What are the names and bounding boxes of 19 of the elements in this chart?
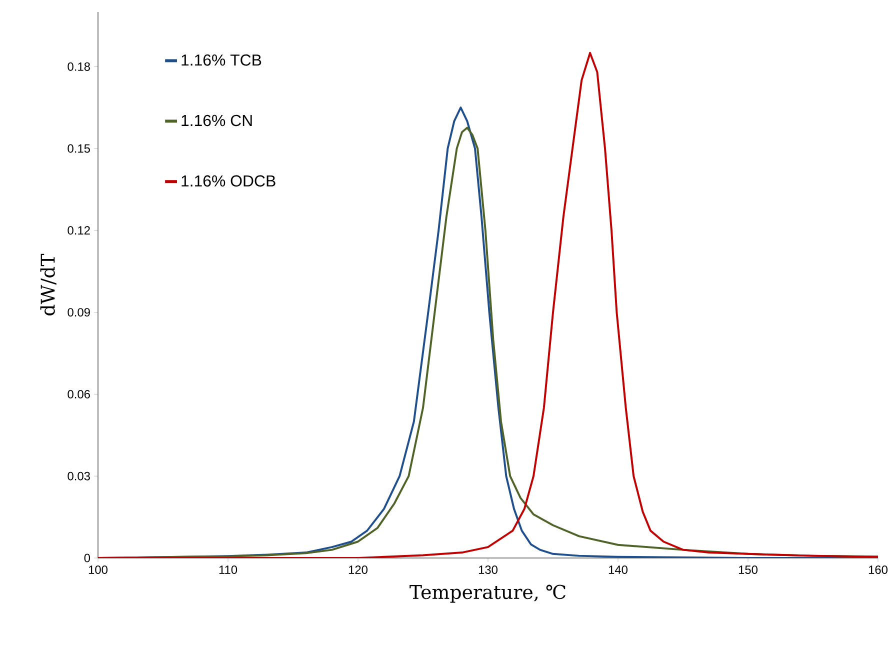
y-tick-label: 0.12 <box>68 226 90 235</box>
y-tick-label: 0.09 <box>68 308 90 317</box>
x-tick-label: 100 <box>88 566 108 574</box>
y-axis-title: dW/dT <box>40 254 56 316</box>
x-tick-label: 160 <box>868 566 888 574</box>
x-tick-label: 150 <box>738 566 758 574</box>
y-tick-label: 0 <box>84 554 90 562</box>
legend-label: 1.16% ODCB <box>182 175 276 187</box>
y-tick-label: 0.03 <box>68 472 90 480</box>
x-tick-label: 110 <box>219 566 238 574</box>
y-tick-label: 0.15 <box>68 144 90 153</box>
x-tick-label: 130 <box>478 566 498 574</box>
x-tick-label: 140 <box>608 566 628 574</box>
y-tick-label: 0.06 <box>68 390 90 398</box>
y-tick-label: 0.18 <box>68 62 90 71</box>
x-tick-label: 120 <box>348 566 368 574</box>
legend-label: 1.16% CN <box>182 114 252 126</box>
legend-label: 1.16% TCB <box>182 54 262 66</box>
x-axis-title: Temperature, ℃ <box>410 584 566 603</box>
